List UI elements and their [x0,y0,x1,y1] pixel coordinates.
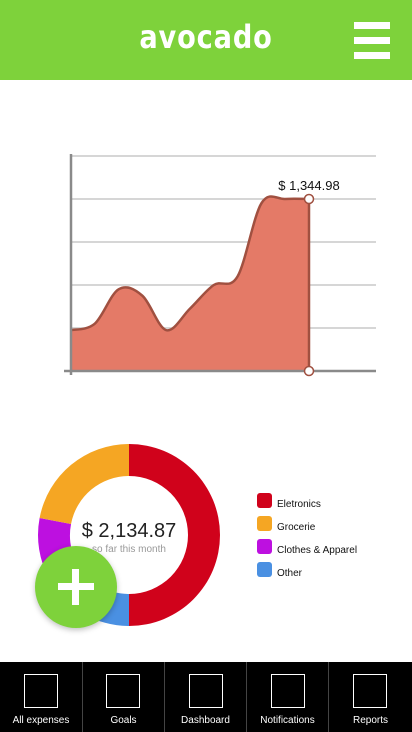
plus-icon [72,569,79,605]
legend-label: Grocerie [277,522,316,533]
tab-goals[interactable]: Goals [83,662,165,732]
donut-total-caption: so far this month [92,544,166,555]
tab-notifications[interactable]: Notifications [247,662,329,732]
legend-swatch [257,516,272,531]
donut-slice-eletronics [129,444,220,626]
legend-label: Eletronics [277,499,321,510]
all-expenses-icon [24,674,58,708]
reports-icon [353,674,387,708]
tab-dashboard[interactable]: Dashboard [165,662,247,732]
tab-label: Reports [352,715,388,726]
bottom-tab-bar: All expenses Goals Dashboard Notificatio… [0,662,412,732]
app-header: avocado [0,0,412,80]
legend-swatch [257,562,272,577]
tab-label: Goals [110,715,137,726]
data-point-base [303,365,315,377]
tab-reports[interactable]: Reports [329,662,412,732]
spending-area-chart: $ 1,344.98 [0,140,412,390]
legend-swatch [257,539,272,554]
area-series-line [70,195,310,332]
notifications-icon [271,674,305,708]
tab-all-expenses[interactable]: All expenses [0,662,83,732]
legend-swatch [257,493,272,508]
app-title: avocado [139,18,273,56]
tab-label: All expenses [12,715,70,726]
donut-slice-grocerie [39,444,129,524]
donut-total-value: $ 2,134.87 [81,520,177,542]
add-expense-button[interactable] [35,546,117,628]
dashboard-icon [189,674,223,708]
legend-label: Other [277,568,303,579]
peak-value-label: $ 1,344.98 [278,178,339,193]
area-series-fill [71,196,309,371]
tab-label: Dashboard [181,715,230,726]
legend-label: Clothes & Apparel [277,545,358,556]
tab-label: Notifications [260,715,315,726]
data-point-peak [303,193,315,205]
hamburger-menu-icon[interactable] [354,22,390,60]
goals-icon [106,674,140,708]
